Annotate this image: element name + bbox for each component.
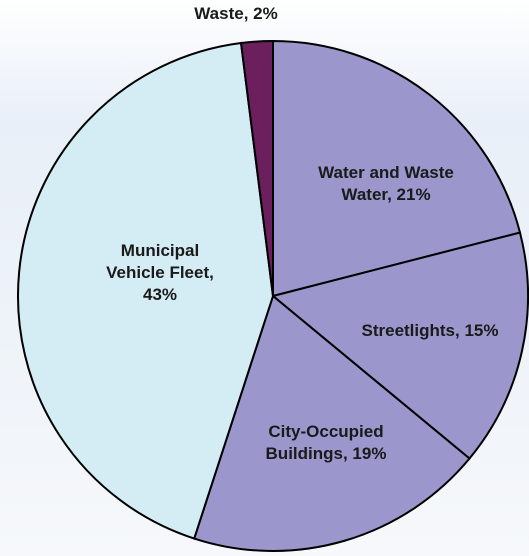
pie-label-waste: Waste, 2% bbox=[194, 4, 277, 23]
pie-label-water-and-waste-water: Water and Waste Water, 21% bbox=[318, 163, 454, 204]
pie-label-city-occupied-buildings: City-Occupied Buildings, 19% bbox=[266, 422, 387, 463]
pie-label-streetlights: Streetlights, 15% bbox=[362, 321, 499, 340]
pie-slice-water-and-waste-water bbox=[272, 39, 522, 298]
pie-slice-city-occupied-buildings bbox=[192, 294, 471, 552]
pie-label-municipal-vehicle-fleet: Municipal Vehicle Fleet, 43% bbox=[106, 241, 214, 304]
pie-slice-municipal-vehicle-fleet bbox=[17, 41, 275, 540]
pie-slice-streetlights bbox=[270, 231, 529, 460]
pie-slice-waste bbox=[239, 39, 274, 297]
